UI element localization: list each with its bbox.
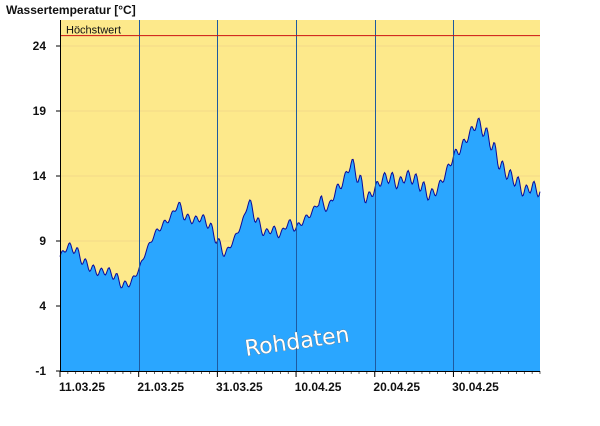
x-axis-ticks: 11.03.25 21.03.25 31.03.25 10.04.25 20.04.25… (59, 371, 541, 394)
y-tick-label-0: 24 (33, 39, 47, 53)
y-tick-label-3: 9 (39, 234, 46, 248)
x-tick-label-1: 21.03.25 (137, 380, 184, 394)
x-tick-label-4: 20.04.25 (373, 380, 420, 394)
reference-line-group: Höchstwert (60, 25, 540, 37)
y-axis-ticks: 24 19 14 9 4 -1 (33, 39, 60, 378)
series-area (60, 118, 540, 372)
y-tick-label-2: 14 (33, 169, 47, 183)
date-gridlines (139, 20, 454, 371)
y-tick-label-4: 4 (39, 299, 46, 313)
x-tick-label-5: 30.04.25 (452, 380, 499, 394)
x-tick-label-3: 10.04.25 (295, 380, 342, 394)
x-tick-label-2: 31.03.25 (216, 380, 263, 394)
y-tick-label-5: -1 (35, 364, 46, 378)
x-tick-label-0: 11.03.25 (59, 380, 105, 394)
chart-title: Wassertemperatur [°C] (6, 3, 136, 17)
y-tick-label-1: 19 (33, 104, 47, 118)
reference-line-label: Höchstwert (66, 25, 121, 37)
